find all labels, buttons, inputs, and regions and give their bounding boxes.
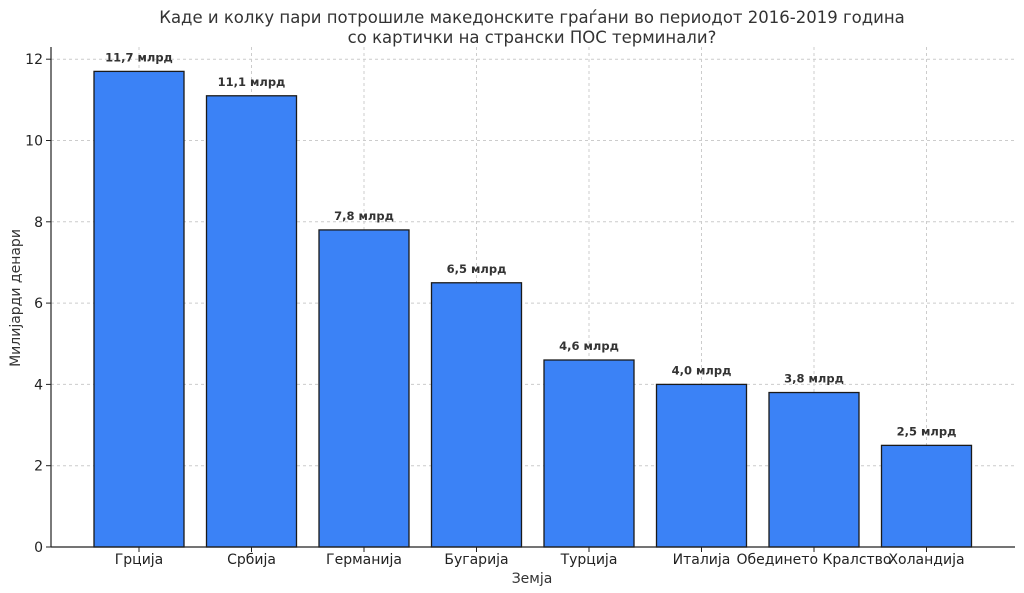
bar-value-label: 4,6 млрд <box>559 339 619 353</box>
x-axis-label: Земја <box>512 571 553 587</box>
bars <box>93 70 973 548</box>
bar <box>880 444 973 548</box>
x-tick-label: Турција <box>560 552 618 568</box>
bar-value-label: 7,8 млрд <box>334 209 394 223</box>
x-tick-label: Италија <box>673 552 731 568</box>
bar-value-label: 11,7 млрд <box>105 50 173 64</box>
x-tick-label: Србија <box>227 552 276 568</box>
bar <box>768 391 860 548</box>
chart-title-line2: со картички на странски ПОС терминали? <box>348 28 717 47</box>
x-tick-label: Холандија <box>888 552 964 568</box>
y-tick-label: 2 <box>34 459 43 475</box>
x-tick-label: Обединето Кралство <box>736 552 891 568</box>
bar <box>205 95 298 548</box>
y-tick-label: 12 <box>25 52 43 68</box>
bar-value-label: 2,5 млрд <box>897 424 957 438</box>
x-tick-label: Германија <box>326 552 402 568</box>
bar <box>430 282 523 548</box>
y-tick-label: 8 <box>34 215 43 231</box>
bar-value-label: 3,8 млрд <box>784 372 844 386</box>
bar <box>318 229 410 548</box>
bar <box>93 70 185 548</box>
bar <box>655 383 748 548</box>
y-tick-label: 10 <box>25 133 43 149</box>
chart-title-line1: Каде и колку пари потрошиле македонските… <box>159 8 905 27</box>
x-tick-label: Грција <box>115 552 164 568</box>
y-tick-label: 4 <box>34 377 43 393</box>
bar-value-label: 6,5 млрд <box>447 262 507 276</box>
data-labels: 11,7 млрд 11,1 млрд 7,8 млрд 6,5 млрд 4,6 мл… <box>105 50 956 438</box>
y-tick-label: 0 <box>34 540 43 556</box>
bar <box>543 359 635 548</box>
grid-lines <box>51 47 1015 547</box>
axes: 0 2 4 6 8 10 12 Грција Србија Германија Бугарија Ту… <box>25 47 1015 568</box>
x-tick-label: Бугарија <box>444 552 508 568</box>
y-tick-label: 6 <box>34 296 43 312</box>
y-axis-label: Милијарди денари <box>8 229 24 367</box>
bar-value-label: 11,1 млрд <box>218 75 286 89</box>
bar-value-label: 4,0 млрд <box>672 363 732 377</box>
